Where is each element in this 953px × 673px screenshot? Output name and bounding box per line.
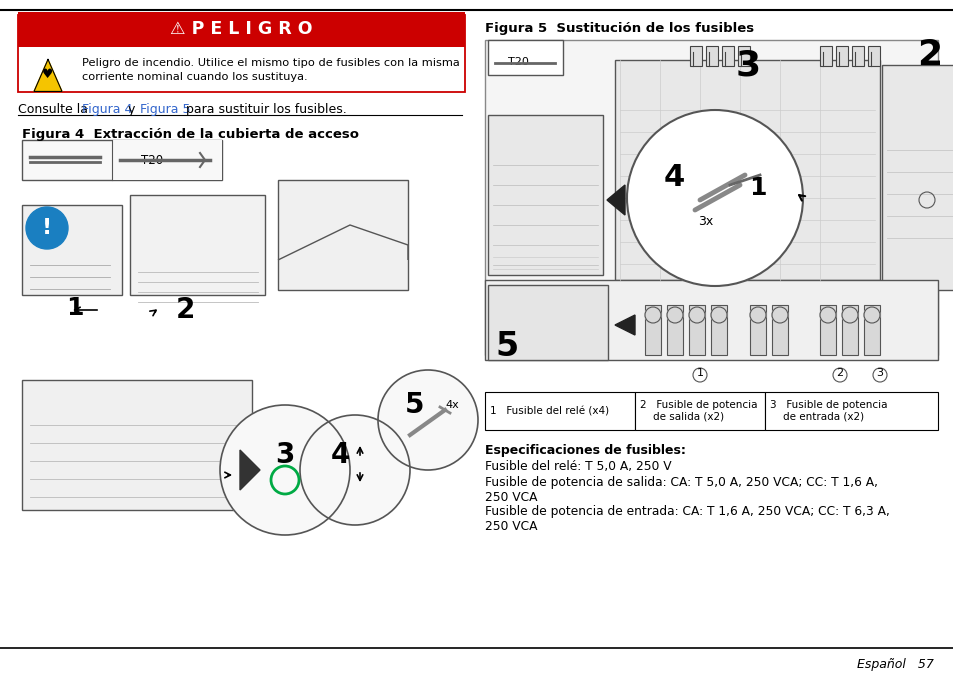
Bar	[721, 46, 733, 66]
Bar	[22, 140, 222, 180]
Text: !: !	[42, 218, 52, 238]
Text: 2: 2	[836, 368, 842, 378]
Text: Figura 4: Figura 4	[82, 103, 132, 116]
Bar	[738, 46, 749, 66]
Bar	[18, 15, 464, 92]
Bar	[851, 46, 863, 66]
Text: para sustituir los fusibles.: para sustituir los fusibles.	[182, 103, 347, 116]
Polygon shape	[606, 185, 624, 215]
Text: ⚠ P E L I G R O: ⚠ P E L I G R O	[170, 20, 312, 38]
Bar	[689, 46, 701, 66]
Text: 3: 3	[735, 48, 760, 82]
Bar	[835, 46, 847, 66]
Text: 1: 1	[748, 176, 766, 200]
Bar	[484, 280, 937, 360]
Text: 3   Fusible de potencia
    de entrada (x2): 3 Fusible de potencia de entrada (x2)	[769, 400, 886, 422]
Bar	[882, 65, 953, 290]
Circle shape	[710, 307, 726, 323]
Bar	[841, 305, 857, 355]
Text: 1: 1	[696, 368, 702, 378]
Text: ♥: ♥	[42, 69, 53, 81]
Bar	[484, 40, 937, 355]
Bar	[644, 305, 660, 355]
Text: 4: 4	[662, 164, 684, 192]
Circle shape	[644, 307, 660, 323]
Bar	[764, 392, 937, 430]
Circle shape	[771, 307, 787, 323]
Bar	[615, 60, 879, 280]
Text: Español   57: Español 57	[856, 658, 933, 671]
Bar	[277, 180, 408, 290]
Circle shape	[377, 370, 477, 470]
Text: 3: 3	[876, 368, 882, 378]
Circle shape	[626, 110, 802, 286]
Text: Consulte la: Consulte la	[18, 103, 91, 116]
Bar	[488, 285, 607, 360]
Bar	[688, 305, 704, 355]
Circle shape	[220, 405, 350, 535]
Text: T20: T20	[507, 57, 528, 67]
Bar	[666, 305, 682, 355]
Text: Fusible del relé: T 5,0 A, 250 V: Fusible del relé: T 5,0 A, 250 V	[484, 460, 671, 473]
Text: 3: 3	[275, 441, 294, 469]
Bar	[749, 305, 765, 355]
Circle shape	[688, 307, 704, 323]
Bar	[484, 392, 635, 430]
Text: 1: 1	[66, 296, 84, 320]
Bar	[22, 205, 122, 295]
Circle shape	[841, 307, 857, 323]
Bar	[820, 305, 835, 355]
Text: Figura 5: Figura 5	[140, 103, 191, 116]
Text: Especificaciones de fusibles:: Especificaciones de fusibles:	[484, 444, 685, 457]
Text: 2: 2	[175, 296, 194, 324]
Text: Figura 4  Extracción de la cubierta de acceso: Figura 4 Extracción de la cubierta de ac…	[22, 128, 358, 141]
Bar	[22, 380, 252, 510]
Bar	[867, 46, 879, 66]
Text: 4: 4	[330, 441, 350, 469]
Bar	[710, 305, 726, 355]
Circle shape	[666, 307, 682, 323]
Polygon shape	[34, 59, 62, 92]
Text: Peligro de incendio. Utilice el mismo tipo de fusibles con la misma
corriente no: Peligro de incendio. Utilice el mismo ti…	[82, 58, 459, 82]
Text: 1   Fusible del relé (x4): 1 Fusible del relé (x4)	[490, 406, 608, 416]
Bar	[130, 195, 265, 295]
Polygon shape	[615, 315, 635, 335]
Circle shape	[863, 307, 879, 323]
Bar	[771, 305, 787, 355]
Text: T20: T20	[141, 153, 163, 166]
Bar	[112, 140, 222, 180]
Circle shape	[299, 415, 410, 525]
Text: 2   Fusible de potencia
    de salida (x2): 2 Fusible de potencia de salida (x2)	[639, 400, 757, 422]
Bar	[18, 12, 464, 47]
Polygon shape	[240, 450, 260, 490]
Text: y: y	[124, 103, 139, 116]
Bar	[635, 392, 764, 430]
Bar	[820, 46, 831, 66]
Bar	[488, 115, 602, 275]
Text: Figura 5  Sustitución de los fusibles: Figura 5 Sustitución de los fusibles	[484, 22, 753, 35]
Circle shape	[26, 207, 68, 249]
Bar	[863, 305, 879, 355]
Text: 3x: 3x	[698, 215, 713, 228]
Text: 4x: 4x	[444, 400, 458, 410]
Text: 2: 2	[917, 38, 942, 72]
Text: Fusible de potencia de entrada: CA: T 1,6 A, 250 VCA; CC: T 6,3 A,
250 VCA: Fusible de potencia de entrada: CA: T 1,…	[484, 505, 889, 533]
Text: Fusible de potencia de salida: CA: T 5,0 A, 250 VCA; CC: T 1,6 A,
250 VCA: Fusible de potencia de salida: CA: T 5,0…	[484, 476, 877, 504]
Text: 5: 5	[495, 330, 517, 363]
Bar	[705, 46, 718, 66]
Bar	[488, 40, 562, 75]
Text: 5: 5	[405, 391, 424, 419]
Circle shape	[749, 307, 765, 323]
Circle shape	[820, 307, 835, 323]
